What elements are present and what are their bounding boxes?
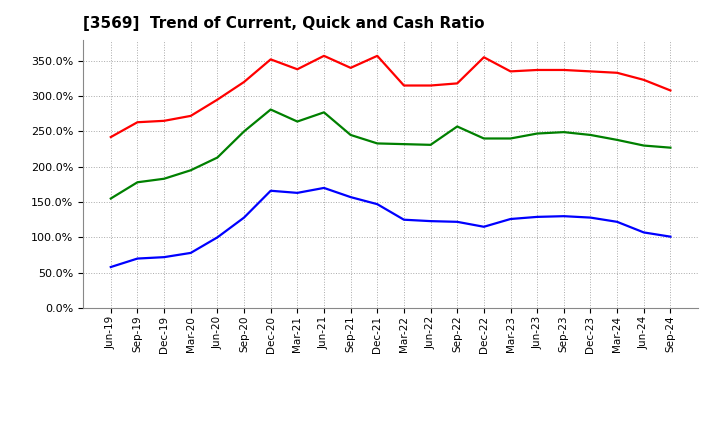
Quick Ratio — [613, 137, 621, 143]
Current Ratio — [506, 69, 515, 74]
Quick Ratio — [133, 180, 142, 185]
Quick Ratio — [666, 145, 675, 150]
Quick Ratio — [453, 124, 462, 129]
Current Ratio — [213, 97, 222, 102]
Quick Ratio — [160, 176, 168, 181]
Current Ratio — [639, 77, 648, 83]
Cash Ratio — [453, 219, 462, 224]
Line: Current Ratio: Current Ratio — [111, 56, 670, 137]
Cash Ratio — [559, 213, 568, 219]
Quick Ratio — [373, 141, 382, 146]
Current Ratio — [160, 118, 168, 124]
Current Ratio — [320, 53, 328, 59]
Cash Ratio — [400, 217, 408, 222]
Cash Ratio — [613, 219, 621, 224]
Current Ratio — [586, 69, 595, 74]
Current Ratio — [266, 57, 275, 62]
Cash Ratio — [480, 224, 488, 229]
Cash Ratio — [346, 194, 355, 200]
Current Ratio — [666, 88, 675, 93]
Line: Cash Ratio: Cash Ratio — [111, 188, 670, 267]
Text: [3569]  Trend of Current, Quick and Cash Ratio: [3569] Trend of Current, Quick and Cash … — [83, 16, 485, 32]
Line: Quick Ratio: Quick Ratio — [111, 110, 670, 198]
Quick Ratio — [506, 136, 515, 141]
Current Ratio — [107, 135, 115, 140]
Current Ratio — [559, 67, 568, 73]
Quick Ratio — [346, 132, 355, 138]
Cash Ratio — [186, 250, 195, 256]
Quick Ratio — [293, 119, 302, 124]
Current Ratio — [533, 67, 541, 73]
Cash Ratio — [320, 185, 328, 191]
Current Ratio — [613, 70, 621, 75]
Cash Ratio — [213, 235, 222, 240]
Quick Ratio — [320, 110, 328, 115]
Current Ratio — [346, 65, 355, 70]
Cash Ratio — [506, 216, 515, 222]
Cash Ratio — [533, 214, 541, 220]
Quick Ratio — [107, 196, 115, 201]
Cash Ratio — [266, 188, 275, 194]
Quick Ratio — [533, 131, 541, 136]
Current Ratio — [400, 83, 408, 88]
Quick Ratio — [266, 107, 275, 112]
Cash Ratio — [666, 234, 675, 239]
Current Ratio — [426, 83, 435, 88]
Quick Ratio — [480, 136, 488, 141]
Cash Ratio — [586, 215, 595, 220]
Current Ratio — [480, 55, 488, 60]
Current Ratio — [133, 120, 142, 125]
Cash Ratio — [373, 202, 382, 207]
Cash Ratio — [240, 215, 248, 220]
Cash Ratio — [293, 190, 302, 195]
Cash Ratio — [160, 254, 168, 260]
Current Ratio — [373, 53, 382, 59]
Quick Ratio — [400, 142, 408, 147]
Cash Ratio — [107, 264, 115, 270]
Current Ratio — [186, 113, 195, 118]
Quick Ratio — [186, 168, 195, 173]
Cash Ratio — [133, 256, 142, 261]
Cash Ratio — [639, 230, 648, 235]
Quick Ratio — [639, 143, 648, 148]
Current Ratio — [453, 81, 462, 86]
Quick Ratio — [586, 132, 595, 138]
Quick Ratio — [426, 142, 435, 147]
Current Ratio — [240, 79, 248, 84]
Quick Ratio — [240, 129, 248, 134]
Current Ratio — [293, 66, 302, 72]
Cash Ratio — [426, 219, 435, 224]
Quick Ratio — [213, 155, 222, 160]
Quick Ratio — [559, 129, 568, 135]
